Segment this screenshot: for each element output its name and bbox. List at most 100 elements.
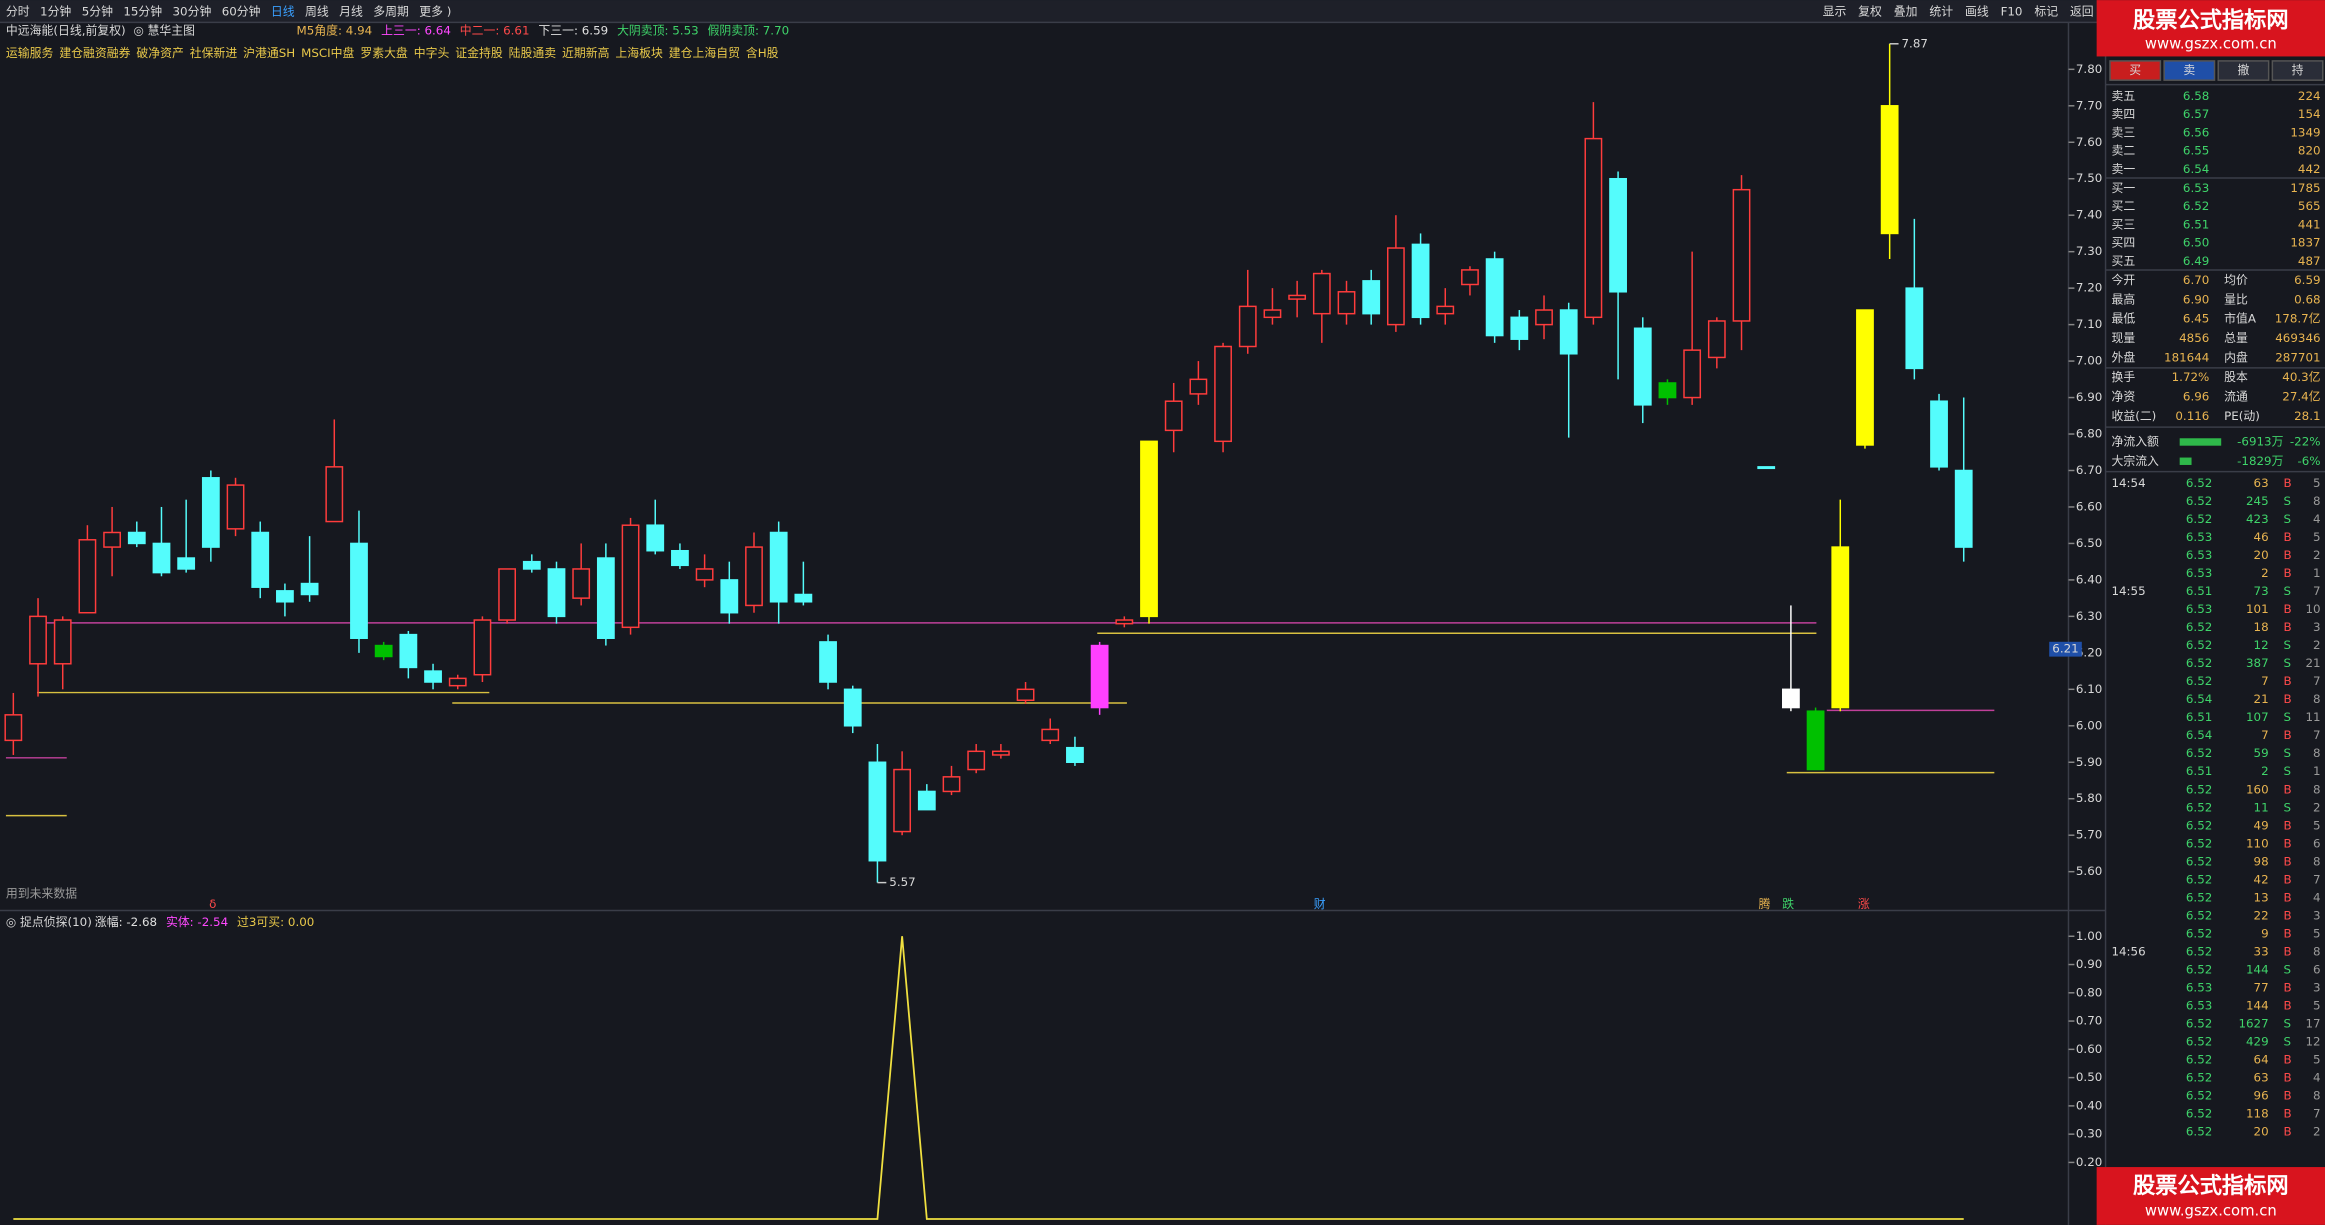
book-label: 买三	[2111, 217, 2135, 231]
toolbar-tab[interactable]: 60分钟	[222, 4, 261, 18]
trade-button-label[interactable]: 卖	[2183, 63, 2195, 77]
candle-body	[1584, 137, 1603, 319]
candle-body	[1609, 177, 1627, 293]
tick-count: 7	[2313, 872, 2321, 886]
trade-button[interactable]	[2217, 60, 2270, 81]
candle-body	[917, 790, 936, 811]
tick-price: 6.52	[2186, 1016, 2212, 1030]
tick-count: 4	[2313, 1071, 2321, 1085]
template-name[interactable]: ◎ 慧华主图	[133, 24, 195, 38]
candle-body	[646, 524, 665, 552]
toolbar-tab[interactable]: 更多 )	[419, 4, 451, 18]
tick-volume: 144	[2246, 998, 2269, 1012]
toolbar-tab[interactable]: 30分钟	[173, 4, 212, 18]
candle-body	[695, 568, 714, 581]
concept-tag: 陆股通卖	[509, 46, 557, 60]
y-tick-label: 0.60	[2076, 1042, 2102, 1056]
toolbar-tab[interactable]: 分时	[6, 4, 30, 18]
toolbar-button[interactable]: F10	[2001, 4, 2023, 18]
stat-value: 27.4亿	[2282, 389, 2320, 403]
concept-tag: 上海板块	[615, 46, 663, 60]
candle-body	[522, 560, 541, 570]
candle-body	[177, 557, 196, 570]
tick-volume: 245	[2246, 494, 2269, 508]
toolbar-tab[interactable]: 月线	[339, 4, 363, 18]
tick-volume: 423	[2246, 512, 2269, 526]
tick-price: 6.52	[2186, 476, 2212, 490]
toolbar-tab[interactable]: 1分钟	[40, 4, 71, 18]
tick-side: S	[2283, 584, 2291, 598]
tick-side: B	[2283, 836, 2291, 850]
candle-body	[103, 531, 121, 548]
candle-body	[1856, 309, 1874, 446]
toolbar-button[interactable]: 复权	[1858, 4, 1882, 18]
flow-percent: -6%	[2297, 454, 2320, 468]
candle-body	[1510, 316, 1529, 340]
candle-body	[1189, 378, 1208, 395]
toolbar-tab[interactable]: 周线	[305, 4, 329, 18]
stat-value: 0.68	[2294, 292, 2320, 306]
toolbar-button[interactable]: 显示	[1823, 4, 1847, 18]
candle-body	[1263, 309, 1282, 319]
candle-body	[893, 768, 912, 833]
trade-button-label[interactable]: 撤	[2238, 63, 2250, 77]
tick-price: 6.52	[2186, 944, 2212, 958]
candle-body	[53, 619, 72, 665]
tick-side: B	[2283, 926, 2291, 940]
tick-price: 6.52	[2186, 782, 2212, 796]
tick-price: 6.52	[2186, 1071, 2212, 1085]
tick-price: 6.52	[2186, 1125, 2212, 1139]
watermark-url: www.gszx.com.cn	[2145, 36, 2277, 53]
tick-count: 3	[2313, 620, 2321, 634]
watermark-title: 股票公式指标网	[2133, 1173, 2289, 1199]
tick-count: 5	[2313, 530, 2321, 544]
stat-value: 287701	[2275, 351, 2320, 365]
trade-button[interactable]	[2109, 60, 2162, 81]
toolbar-tab[interactable]: 5分钟	[82, 4, 113, 18]
book-volume: 487	[2298, 254, 2321, 268]
tick-price: 6.51	[2186, 764, 2212, 778]
candle-body	[325, 466, 344, 523]
book-price: 6.56	[2183, 125, 2209, 139]
toolbar-button[interactable]: 统计	[1929, 4, 1953, 18]
toolbar-tab[interactable]: 多周期	[373, 4, 409, 18]
tick-volume: 64	[2254, 1053, 2269, 1067]
stat-value: 6.45	[2183, 312, 2209, 326]
trade-button[interactable]	[2271, 60, 2324, 81]
trade-button-label[interactable]: 买	[2129, 63, 2141, 77]
y-tick-label: 0.80	[2076, 985, 2102, 999]
tick-price: 6.52	[2186, 926, 2212, 940]
toolbar-tab[interactable]: 日线	[271, 4, 295, 18]
y-tick-label: 0.50	[2076, 1070, 2102, 1084]
y-tick-label: 7.10	[2076, 317, 2102, 331]
y-tick-label: 6.80	[2076, 427, 2102, 441]
candle-body	[1559, 309, 1578, 355]
candle-body	[720, 579, 739, 614]
tick-volume: 46	[2254, 530, 2269, 544]
candle-body	[448, 677, 467, 687]
trade-button-label[interactable]: 持	[2292, 63, 2304, 77]
toolbar-button[interactable]: 标记	[2034, 4, 2058, 18]
toolbar-button[interactable]: 叠加	[1894, 4, 1918, 18]
candle-body	[1386, 247, 1405, 326]
trade-button[interactable]	[2163, 60, 2216, 81]
tick-side: B	[2283, 1071, 2291, 1085]
book-price: 6.55	[2183, 144, 2209, 158]
toolbar-button[interactable]: 画线	[1965, 4, 1989, 18]
tick-price: 6.52	[2186, 1089, 2212, 1103]
candle-body	[794, 593, 813, 603]
tick-side: B	[2283, 854, 2291, 868]
book-volume: 442	[2298, 162, 2321, 176]
candle-body	[473, 619, 492, 676]
tick-count: 3	[2313, 980, 2321, 994]
tick-volume: 387	[2246, 656, 2269, 670]
toolbar-button[interactable]: 返回	[2070, 4, 2094, 18]
marker: 跌	[1782, 897, 1794, 911]
book-price: 6.51	[2183, 217, 2209, 231]
toolbar-tab[interactable]: 15分钟	[123, 4, 162, 18]
stat-value: 40.3亿	[2282, 370, 2320, 384]
candle-body	[1041, 728, 1060, 742]
concept-tag: 中字头	[414, 46, 450, 60]
tick-volume: 22	[2254, 908, 2269, 922]
tick-price: 6.51	[2186, 584, 2212, 598]
